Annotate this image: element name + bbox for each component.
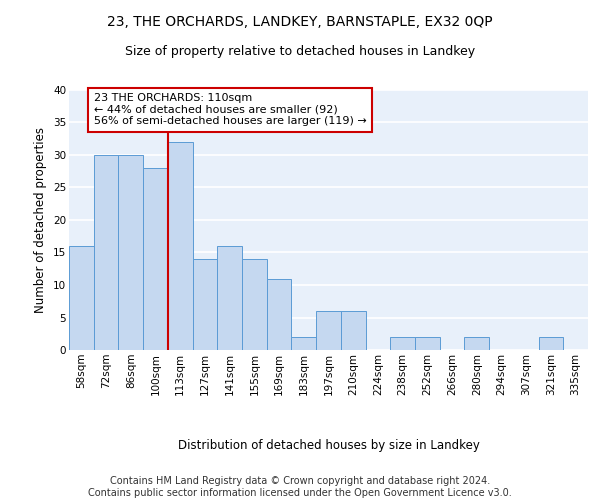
Bar [118, 155, 143, 350]
Text: Size of property relative to detached houses in Landkey: Size of property relative to detached ho… [125, 45, 475, 58]
Text: 23, THE ORCHARDS, LANDKEY, BARNSTAPLE, EX32 0QP: 23, THE ORCHARDS, LANDKEY, BARNSTAPLE, E… [107, 15, 493, 29]
Bar [168, 142, 193, 350]
Bar [143, 168, 168, 350]
Bar [267, 278, 292, 350]
Text: Contains HM Land Registry data © Crown copyright and database right 2024.
Contai: Contains HM Land Registry data © Crown c… [88, 476, 512, 498]
Bar [292, 337, 316, 350]
Text: 23 THE ORCHARDS: 110sqm
← 44% of detached houses are smaller (92)
56% of semi-de: 23 THE ORCHARDS: 110sqm ← 44% of detache… [94, 93, 367, 126]
Bar [217, 246, 242, 350]
Bar [390, 337, 415, 350]
Bar [94, 155, 118, 350]
Bar [539, 337, 563, 350]
Bar [341, 311, 365, 350]
Text: Distribution of detached houses by size in Landkey: Distribution of detached houses by size … [178, 440, 480, 452]
Bar [193, 259, 217, 350]
Bar [464, 337, 489, 350]
Bar [242, 259, 267, 350]
Bar [69, 246, 94, 350]
Bar [316, 311, 341, 350]
Bar [415, 337, 440, 350]
Y-axis label: Number of detached properties: Number of detached properties [34, 127, 47, 313]
